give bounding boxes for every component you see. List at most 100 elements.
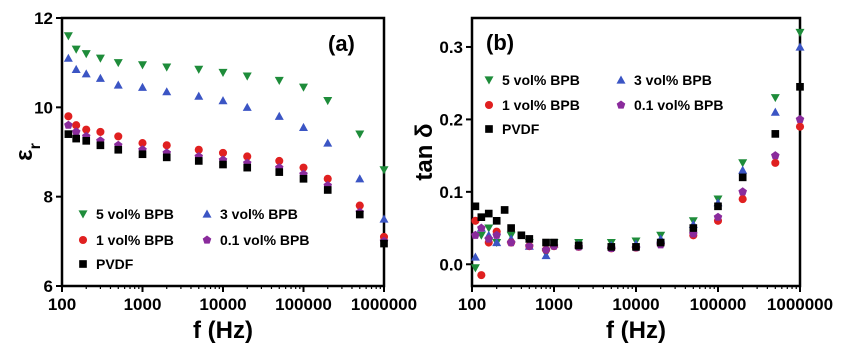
data-point xyxy=(477,213,486,222)
data-point xyxy=(738,173,747,182)
data-point xyxy=(114,132,123,141)
data-point xyxy=(380,239,388,248)
data-point xyxy=(243,163,252,172)
data-point xyxy=(525,241,534,250)
x-tick-label: 100000 xyxy=(690,295,747,314)
legend-entry: PVDF xyxy=(485,121,540,137)
data-point xyxy=(507,224,515,232)
data-point xyxy=(71,127,81,136)
legend-entry: 0.1 vol% BPB xyxy=(616,97,723,113)
data-point xyxy=(274,111,284,120)
y-tick-label: 12 xyxy=(34,9,53,28)
x-axis-title: f (Hz) xyxy=(193,317,253,344)
data-point xyxy=(477,271,486,280)
data-point xyxy=(471,216,480,225)
data-point xyxy=(484,234,493,243)
x-tick-label: 10000 xyxy=(199,295,246,314)
series-1-vol-bpb xyxy=(471,122,805,280)
legend-entry: 1 vol% BPB xyxy=(78,232,174,248)
legend-label: 3 vol% BPB xyxy=(634,72,712,88)
data-point xyxy=(484,209,493,218)
data-point xyxy=(81,69,91,78)
data-point xyxy=(771,151,780,160)
data-point xyxy=(138,61,147,70)
data-point xyxy=(471,202,480,211)
x-axis-title: f (Hz) xyxy=(606,317,666,344)
series-pvdf xyxy=(471,82,804,251)
legend-label: 0.1 vol% BPB xyxy=(220,232,309,248)
x-tick-label: 100 xyxy=(48,295,76,314)
data-point xyxy=(219,160,227,169)
data-point xyxy=(738,165,748,174)
data-point xyxy=(162,63,172,72)
data-point xyxy=(492,230,501,239)
x-tick-label: 1000 xyxy=(535,295,573,314)
panel-a-chart: 100 1000 10000 100000 1000000 6 8 10 12 (a) f (Hz)… xyxy=(11,9,417,344)
legend-marker xyxy=(79,260,87,268)
data-point xyxy=(218,148,228,157)
data-point xyxy=(299,174,308,183)
data-point xyxy=(299,122,308,132)
panel-label: (a) xyxy=(328,31,355,56)
data-point xyxy=(500,206,509,214)
series-1-vol-bpb xyxy=(64,112,389,241)
legend-label: PVDF xyxy=(502,121,540,137)
data-point xyxy=(72,134,81,143)
data-point xyxy=(95,73,105,82)
y-tick-label: 10 xyxy=(34,98,53,117)
data-point xyxy=(471,230,480,239)
legend-entry: 3 vol% BPB xyxy=(616,72,712,88)
data-point xyxy=(379,166,389,175)
legend-entry: 5 vol% BPB xyxy=(78,206,174,222)
data-point xyxy=(656,238,665,247)
data-point xyxy=(82,137,91,145)
y-axis-title-subscript: r xyxy=(27,143,44,149)
data-point xyxy=(771,130,780,138)
data-point xyxy=(484,224,494,233)
y-tick-label: 0.1 xyxy=(439,183,463,202)
data-point xyxy=(299,83,308,92)
legend-entry: 1 vol% BPB xyxy=(484,97,580,113)
legend-label: 0.1 vol% BPB xyxy=(634,97,723,113)
x-tick-label: 100000 xyxy=(275,295,332,314)
x-tick-label: 1000000 xyxy=(351,295,417,314)
data-point xyxy=(492,216,501,225)
data-point xyxy=(194,91,204,100)
data-point xyxy=(355,201,364,210)
x-tick-label: 1000 xyxy=(124,295,162,314)
data-point xyxy=(541,251,551,260)
data-point xyxy=(492,238,502,247)
data-point xyxy=(738,195,747,204)
data-point xyxy=(355,174,365,183)
y-axis-title-main: ε xyxy=(11,149,38,160)
data-point xyxy=(72,121,81,130)
data-point xyxy=(379,214,389,223)
panel-b-chart: 100 1000 10000 100000 1000000 0.0 0.1 0.2 0.3 (b)… xyxy=(411,16,833,344)
legend-marker xyxy=(202,209,212,218)
data-point xyxy=(138,139,147,148)
data-point xyxy=(113,59,123,68)
data-point xyxy=(796,82,804,91)
series-pvdf xyxy=(64,130,388,248)
data-point xyxy=(470,264,480,273)
data-point xyxy=(218,68,228,77)
legend-label: 3 vol% BPB xyxy=(220,206,298,222)
series-0-1-vol-bpb xyxy=(64,120,389,245)
data-point xyxy=(574,241,583,250)
data-point xyxy=(96,141,105,150)
data-point xyxy=(138,150,147,159)
legend: 5 vol% BPB 3 vol% BPB 1 vol% BPB 0.1 vol% B… xyxy=(484,72,723,137)
data-point xyxy=(275,168,284,176)
data-point xyxy=(771,158,780,167)
data-point xyxy=(632,243,640,251)
data-point xyxy=(795,114,805,123)
data-point xyxy=(162,87,172,96)
data-point xyxy=(738,159,748,168)
legend-label: 1 vol% BPB xyxy=(502,97,580,113)
data-point xyxy=(323,97,333,106)
y-axis-title-main: tan δ xyxy=(411,123,438,180)
data-point xyxy=(96,127,105,136)
data-point xyxy=(770,94,780,103)
data-point xyxy=(795,42,805,51)
